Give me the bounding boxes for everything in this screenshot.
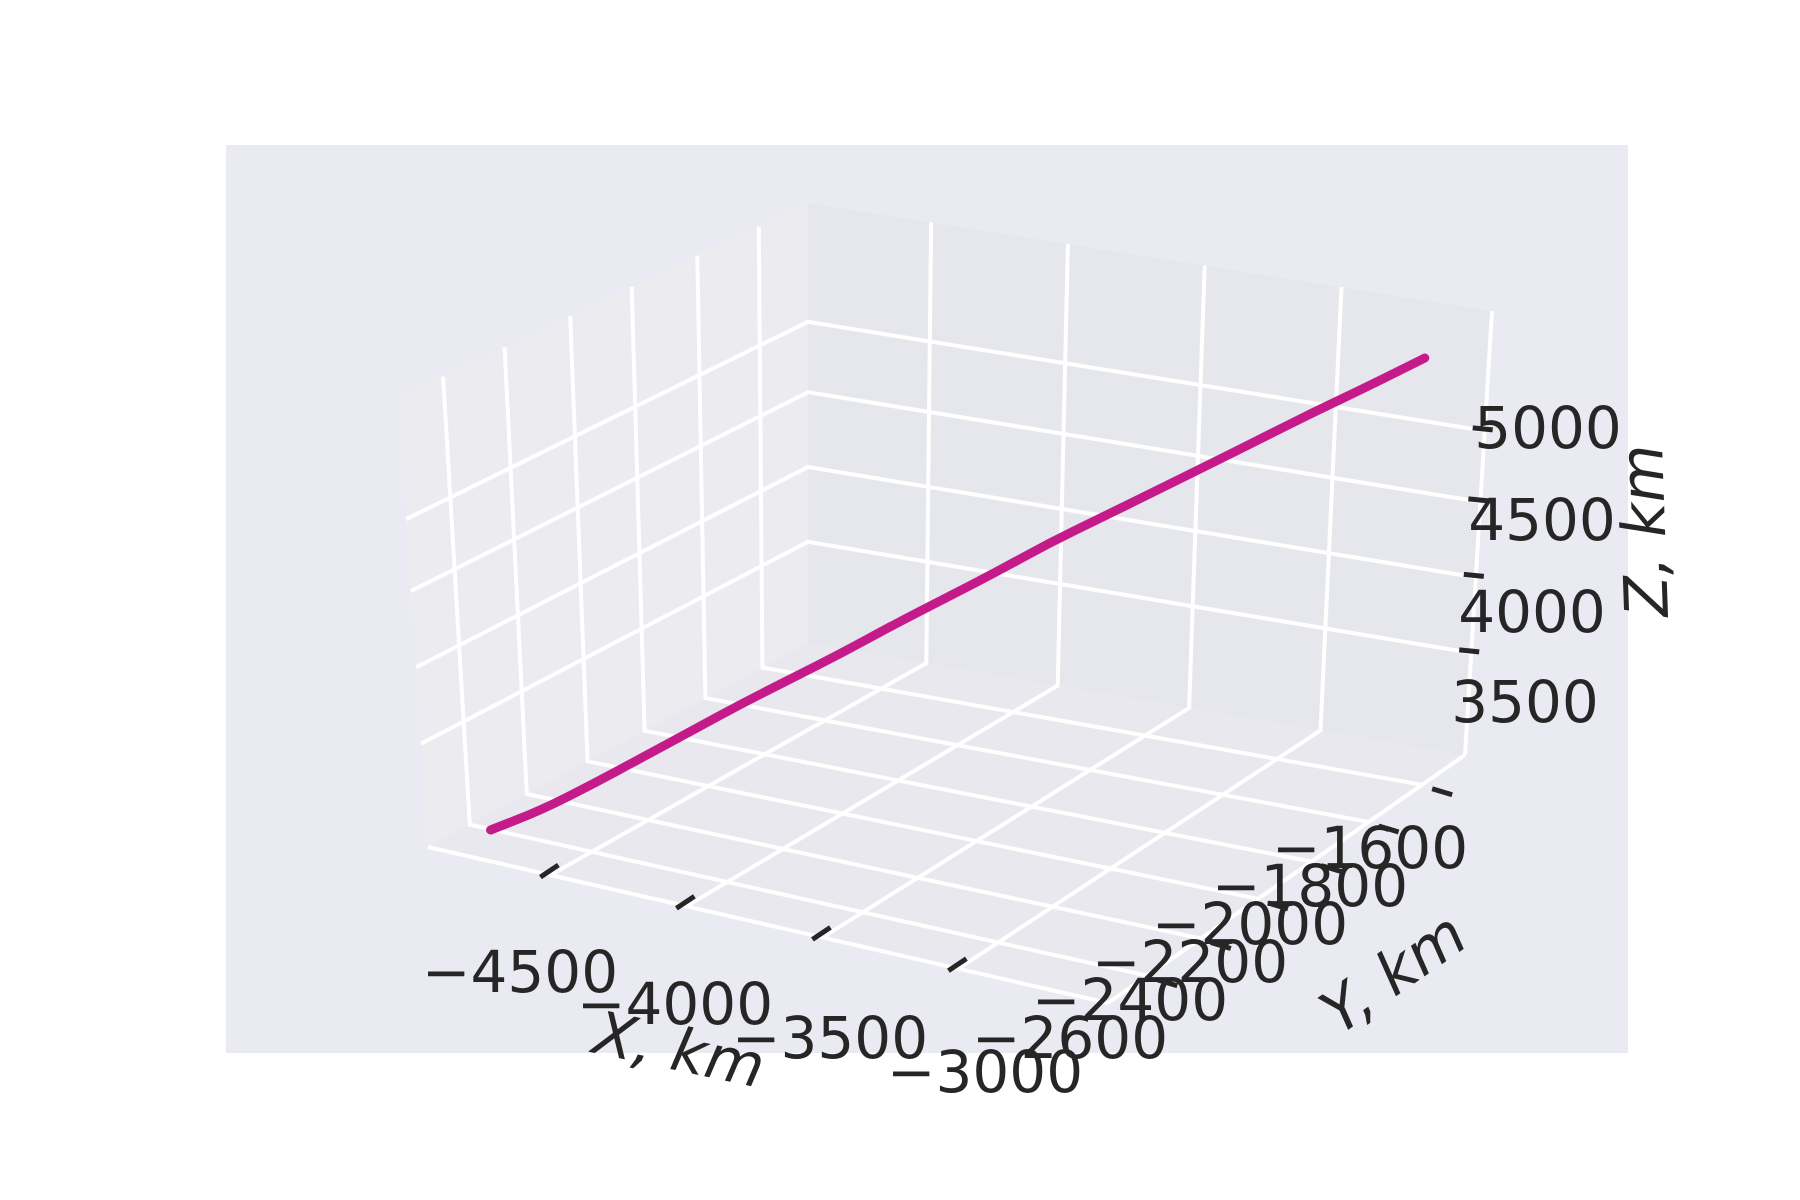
x-tick-label: −3000 [887, 1038, 1083, 1106]
y-tick-label: −2600 [972, 1004, 1168, 1072]
y-grid-line [568, 316, 1259, 901]
z-tick-label: 4500 [1468, 486, 1616, 554]
z-axis-label: Z, km [1607, 443, 1683, 620]
z-tick-label: 3500 [1451, 668, 1599, 736]
z-tick [1458, 647, 1480, 655]
x-grid-line [821, 265, 1207, 940]
x-tick [947, 956, 968, 973]
x-tick [811, 925, 832, 942]
z-grid-line [405, 319, 1486, 521]
z-grid-line [415, 464, 1477, 670]
y-tick [1267, 900, 1289, 912]
y-tick-label: −2200 [1092, 928, 1288, 996]
z-tick [1463, 571, 1485, 579]
x-axis-line [427, 845, 1109, 1005]
y-grid-line [756, 226, 1423, 787]
y-axis-line [1106, 753, 1467, 1005]
x-grid-line [549, 222, 934, 877]
y-tick [1377, 823, 1400, 835]
z-tick [1468, 496, 1489, 504]
x-tick [539, 862, 560, 880]
y-tick [1431, 786, 1453, 798]
y-tick-label: −2000 [1152, 890, 1348, 958]
x-grid-line [957, 287, 1344, 971]
y-grid-line [629, 286, 1312, 864]
z-grid-line [420, 539, 1472, 746]
z-tick [1472, 425, 1493, 433]
y-tick-label: −1800 [1212, 852, 1408, 920]
plot-area [486, 353, 1430, 835]
x-tick-label: −4000 [577, 970, 773, 1038]
x-tick-label: −4500 [422, 938, 618, 1006]
z-tick-label: 5000 [1474, 394, 1622, 462]
y-tick-label: −1600 [1272, 814, 1468, 882]
y-tick [1320, 863, 1343, 875]
z-grid-line [410, 390, 1481, 593]
x-tick-label: −3500 [732, 1004, 928, 1072]
y-grid-line [441, 376, 1148, 978]
z-tick-label: 4000 [1458, 578, 1606, 646]
back-pane [808, 203, 1492, 755]
trajectory-line [486, 353, 1430, 835]
y-tick-label: −2400 [1032, 966, 1228, 1034]
y-grid-line [502, 347, 1202, 941]
y-grid-line [695, 255, 1369, 824]
x-grid-line [685, 243, 1070, 909]
y-tick [1156, 977, 1178, 989]
z-axis-line [1463, 310, 1494, 756]
y-tick [1210, 940, 1232, 951]
x-tick [675, 894, 696, 911]
